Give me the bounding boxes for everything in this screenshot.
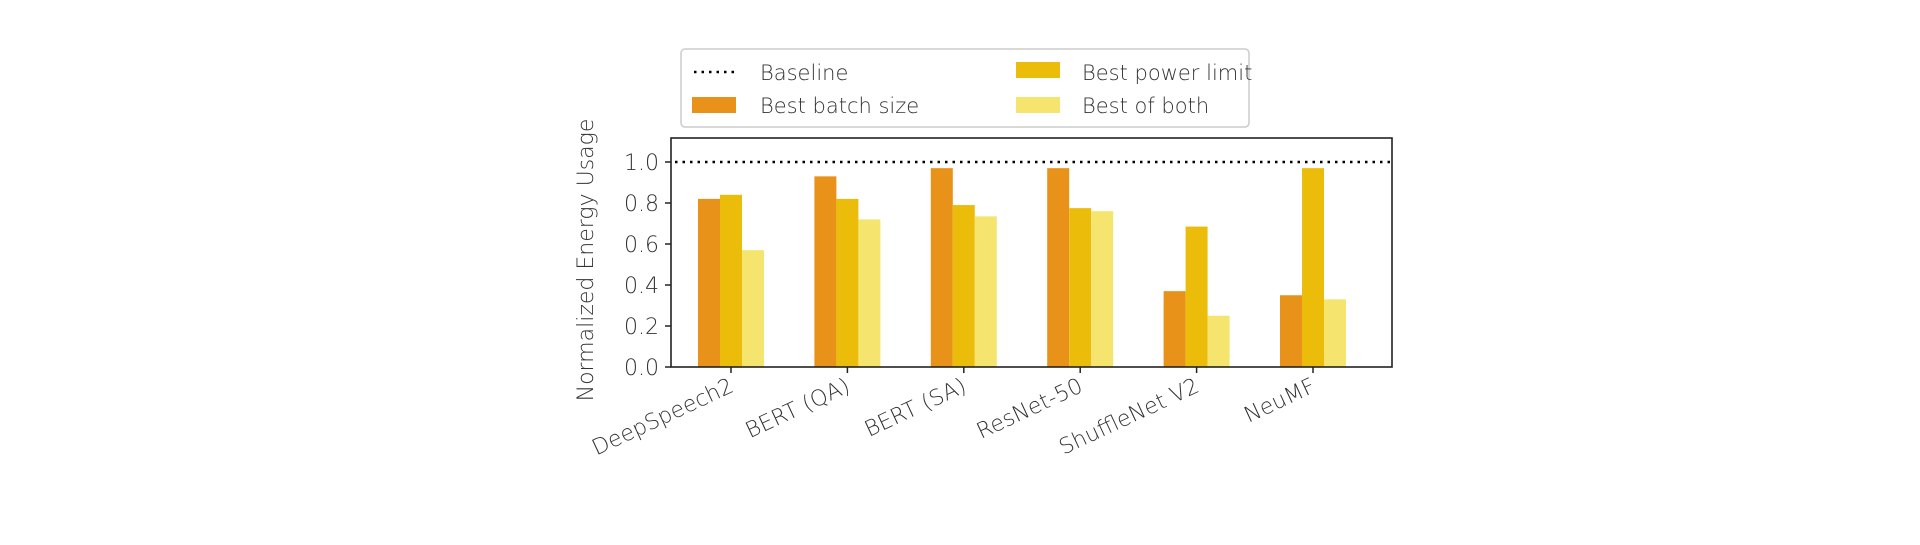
bar-best-of-both-0	[742, 250, 764, 367]
bar-best-power-limit-1	[836, 198, 859, 367]
x-tick-label: BERT (SA)	[861, 374, 970, 443]
x-tick-label: DeepSpeech2	[588, 374, 737, 461]
y-tick-label: 0.0	[624, 356, 659, 381]
bars-layer	[698, 168, 1346, 367]
legend-label-best-of-both: Best of both	[1082, 94, 1209, 118]
y-tick-label: 1.0	[624, 151, 659, 176]
y-axis: 0.0 0.2 0.4 0.6 0.8 1.0	[624, 151, 671, 381]
bar-best-batch-size-1	[814, 176, 837, 367]
legend-label-best-batch-size: Best batch size	[760, 94, 919, 118]
legend-swatch-best-of-both	[1016, 97, 1060, 113]
bar-best-of-both-4	[1207, 315, 1230, 367]
legend-swatch-best-batch-size	[692, 97, 736, 113]
bar-best-of-both-5	[1324, 299, 1346, 367]
x-tick-label: BERT (QA)	[742, 374, 854, 444]
y-tick-label: 0.2	[624, 315, 659, 340]
bar-best-of-both-1	[858, 219, 881, 367]
plot-frame	[670, 137, 1393, 368]
bar-best-power-limit-4	[1185, 226, 1208, 367]
legend: Baseline Best batch size Best power limi…	[680, 48, 1252, 128]
bar-best-of-both-2	[974, 216, 997, 367]
bar-best-batch-size-0	[698, 198, 720, 367]
bar-best-of-both-3	[1091, 211, 1114, 367]
bar-best-batch-size-3	[1047, 168, 1070, 367]
legend-label-best-power-limit: Best power limit	[1082, 61, 1252, 85]
y-tick-label: 0.4	[624, 274, 659, 299]
y-axis-label: Normalized Energy Usage	[574, 119, 599, 402]
bar-best-power-limit-0	[720, 194, 742, 367]
x-axis: DeepSpeech2 BERT (QA) BERT (SA) ResNet-50Sh…	[588, 367, 1320, 461]
bar-best-power-limit-2	[952, 205, 975, 367]
legend-frame	[680, 48, 1250, 128]
y-tick-label: 0.8	[624, 192, 659, 217]
legend-swatch-best-power-limit	[1016, 62, 1060, 78]
bar-best-batch-size-5	[1280, 295, 1302, 367]
bar-best-power-limit-5	[1302, 168, 1324, 367]
x-tick-label: NeuMF	[1240, 374, 1319, 429]
bar-best-power-limit-3	[1069, 208, 1092, 367]
y-tick-label: 0.6	[624, 233, 659, 258]
legend-baseline-label: Baseline	[760, 61, 848, 85]
bar-best-batch-size-4	[1163, 291, 1186, 367]
bar-best-batch-size-2	[930, 168, 953, 367]
